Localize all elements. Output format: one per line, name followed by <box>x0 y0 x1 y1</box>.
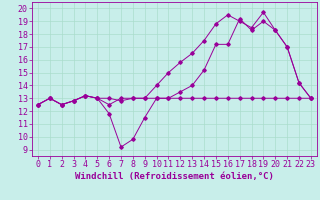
X-axis label: Windchill (Refroidissement éolien,°C): Windchill (Refroidissement éolien,°C) <box>75 172 274 181</box>
